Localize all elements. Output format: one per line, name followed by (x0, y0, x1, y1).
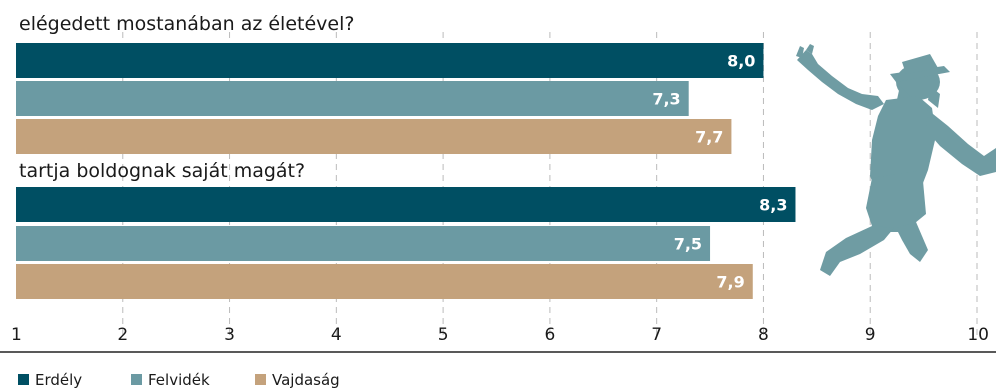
bar-value-label: 7,5 (674, 235, 702, 254)
legend-item-erdely: Erdély (18, 371, 131, 389)
bar-value-label: 8,0 (727, 52, 755, 71)
x-tick-label: 10 (967, 325, 989, 345)
x-tick-label: 8 (758, 325, 769, 345)
x-tick-label: 6 (544, 325, 555, 345)
legend-swatch-erdely (18, 374, 29, 385)
group-titles: elégedett mostanában az életével? tartja … (19, 13, 354, 182)
legend-label-erdely: Erdély (35, 370, 83, 389)
x-tick-label: 5 (438, 325, 449, 345)
bar-value-label: 7,9 (716, 273, 744, 292)
x-tick-label: 4 (331, 325, 342, 345)
bar (16, 226, 711, 261)
bar (16, 187, 796, 222)
x-tick-label: 3 (224, 325, 235, 345)
bars (16, 43, 796, 299)
legend-item-vajdasag: Vajdaság (255, 371, 340, 389)
legend: Erdély Felvidék Vajdaság (18, 370, 340, 389)
bar-value-labels: 8,0 7,3 7,7 8,3 7,5 7,9 (652, 52, 787, 292)
bar (16, 264, 753, 299)
legend-swatch-felvidek (131, 374, 142, 385)
bar (16, 119, 732, 154)
bar-value-label: 7,3 (652, 90, 680, 109)
bar (16, 81, 689, 116)
legend-swatch-vajdasag (255, 374, 266, 385)
legend-label-vajdasag: Vajdaság (272, 370, 340, 389)
bar-value-label: 8,3 (759, 196, 787, 215)
x-tick-label: 2 (117, 325, 128, 345)
bar (16, 43, 764, 78)
legend-item-felvidek: Felvidék (131, 371, 255, 389)
x-tick-label: 7 (651, 325, 662, 345)
x-tick-label: 1 (11, 325, 22, 345)
group-title: tartja boldognak saját magát? (19, 160, 305, 182)
bar-value-label: 7,7 (695, 128, 723, 147)
x-axis-ticks: 1 2 3 4 5 6 7 8 9 10 (11, 325, 989, 345)
legend-label-felvidek: Felvidék (148, 370, 210, 389)
x-tick-label: 9 (865, 325, 876, 345)
jumping-person-silhouette-icon (796, 44, 996, 276)
group-title: elégedett mostanában az életével? (19, 13, 354, 35)
